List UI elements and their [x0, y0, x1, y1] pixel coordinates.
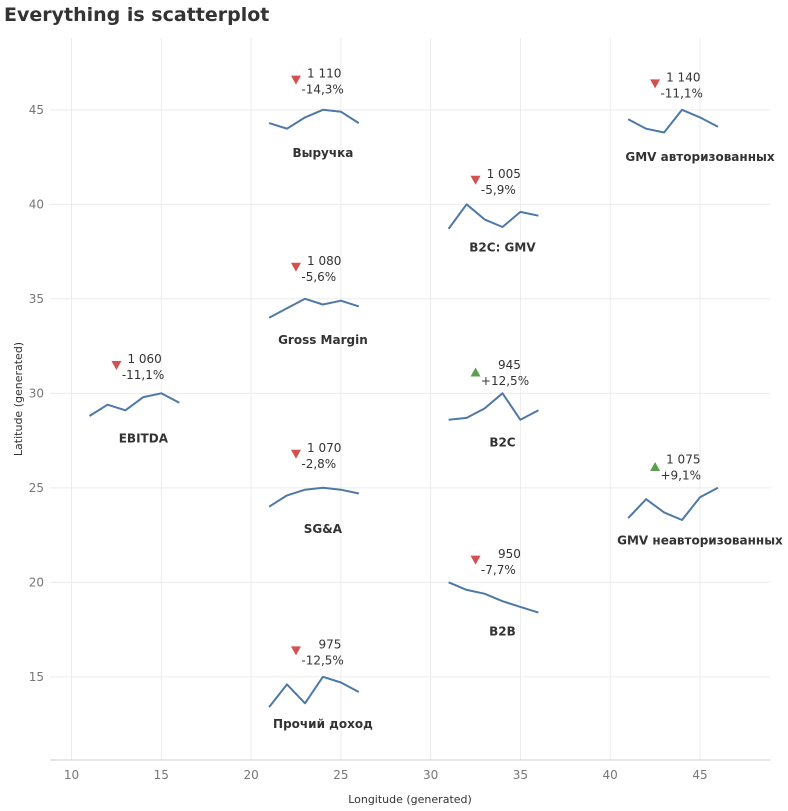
tile-name: B2C	[489, 435, 515, 449]
x-tick-label: 25	[333, 768, 348, 782]
x-tick-label: 10	[64, 768, 79, 782]
y-tick-label: 30	[29, 386, 44, 400]
tile-name: Выручка	[292, 146, 353, 160]
tile: 945 +12,5% B2C	[448, 358, 539, 449]
chart-title: Everything is scatterplot	[4, 4, 270, 26]
tile-name: Gross Margin	[278, 333, 368, 347]
x-axis-label: Longitude (generated)	[348, 793, 472, 806]
sparkline	[627, 486, 719, 521]
tile-value: 945	[498, 358, 521, 372]
tile-value: 1 080	[307, 254, 341, 268]
x-tick-label: 15	[154, 768, 169, 782]
tile-change: -7,7%	[481, 563, 516, 577]
y-tick-label: 25	[29, 481, 44, 495]
tile: 1 140 -11,1% GMV авторизованных	[625, 70, 774, 163]
x-tick-label: 30	[423, 768, 438, 782]
tile-value: 1 110	[307, 67, 341, 81]
tile: 975 -12,5% Прочий доход	[268, 637, 373, 731]
tile-value: 1 005	[487, 167, 521, 181]
tile: 1 080 -5,6% Gross Margin	[268, 254, 368, 347]
y-tick-label: 45	[29, 103, 44, 117]
sparkline	[447, 203, 539, 230]
tile-name: GMV неавторизованных	[617, 534, 783, 548]
sparkline	[268, 675, 360, 708]
down-triangle-icon	[111, 360, 122, 370]
tile: 1 070 -2,8% SG&A	[268, 441, 360, 536]
tile-change: -14,3%	[301, 83, 343, 97]
x-tick-label: 40	[603, 768, 618, 782]
axes: 10 15 20 25 30 35 40 45 15 20 25 30 35 40 45 Longitude …	[12, 103, 770, 806]
tile-change: -12,5%	[301, 653, 343, 667]
tile-change: +12,5%	[481, 374, 529, 388]
tile-value: 975	[318, 637, 341, 651]
y-tick-label: 40	[29, 197, 44, 211]
up-triangle-icon	[650, 462, 661, 472]
tile-change: -2,8%	[301, 457, 336, 471]
y-tick-label: 15	[29, 670, 44, 684]
down-triangle-icon	[290, 262, 301, 272]
tile-change: -5,9%	[481, 183, 516, 197]
tile-change: -5,6%	[301, 270, 336, 284]
tile: 1 110 -14,3% Выручка	[268, 67, 360, 160]
down-triangle-icon	[290, 646, 301, 656]
down-triangle-icon	[290, 449, 301, 459]
down-triangle-icon	[290, 75, 301, 85]
tile: 1 005 -5,9% B2C: GMV	[447, 167, 539, 255]
y-tick-label: 35	[29, 292, 44, 306]
sparkline	[448, 581, 539, 614]
tile-value: 1 070	[307, 441, 341, 455]
x-tick-label: 20	[243, 768, 258, 782]
sparkline	[627, 108, 719, 134]
down-triangle-icon	[650, 79, 661, 89]
down-triangle-icon	[470, 555, 481, 565]
tile-change: +9,1%	[660, 468, 701, 482]
down-triangle-icon	[470, 175, 481, 185]
x-tick-label: 35	[513, 768, 528, 782]
tile-name: SG&A	[304, 522, 343, 536]
tile-name: B2C: GMV	[469, 241, 536, 255]
tile: 1 075 +9,1% GMV неавторизованных	[617, 452, 783, 547]
tile: 1 060 -11,1% EBITDA	[88, 352, 180, 445]
tile-change: -11,1%	[660, 86, 702, 100]
y-axis-label: Latitude (generated)	[12, 342, 25, 456]
y-tick-label: 20	[29, 575, 44, 589]
tile-value: 1 140	[666, 70, 700, 84]
tile-value: 1 075	[666, 452, 700, 466]
up-triangle-icon	[470, 367, 481, 377]
tile-change: -11,1%	[122, 368, 164, 382]
sparkline	[268, 108, 360, 130]
x-tick-label: 45	[692, 768, 707, 782]
tile-name: EBITDA	[119, 431, 169, 445]
tiles: 1 110 -14,3% Выручка 1 140 -11,1% GMV авториз…	[88, 67, 783, 731]
tile-value: 1 060	[127, 352, 161, 366]
tile: 950 -7,7% B2B	[448, 547, 539, 638]
grid-lines	[50, 38, 770, 760]
sparkline	[448, 392, 539, 421]
sparkline	[268, 297, 360, 319]
tile-name: Прочий доход	[273, 717, 373, 731]
sparkline	[88, 392, 180, 417]
tile-name: B2B	[489, 624, 516, 638]
tile-value: 950	[498, 547, 521, 561]
tile-name: GMV авторизованных	[625, 150, 774, 164]
sparkline	[268, 486, 360, 508]
